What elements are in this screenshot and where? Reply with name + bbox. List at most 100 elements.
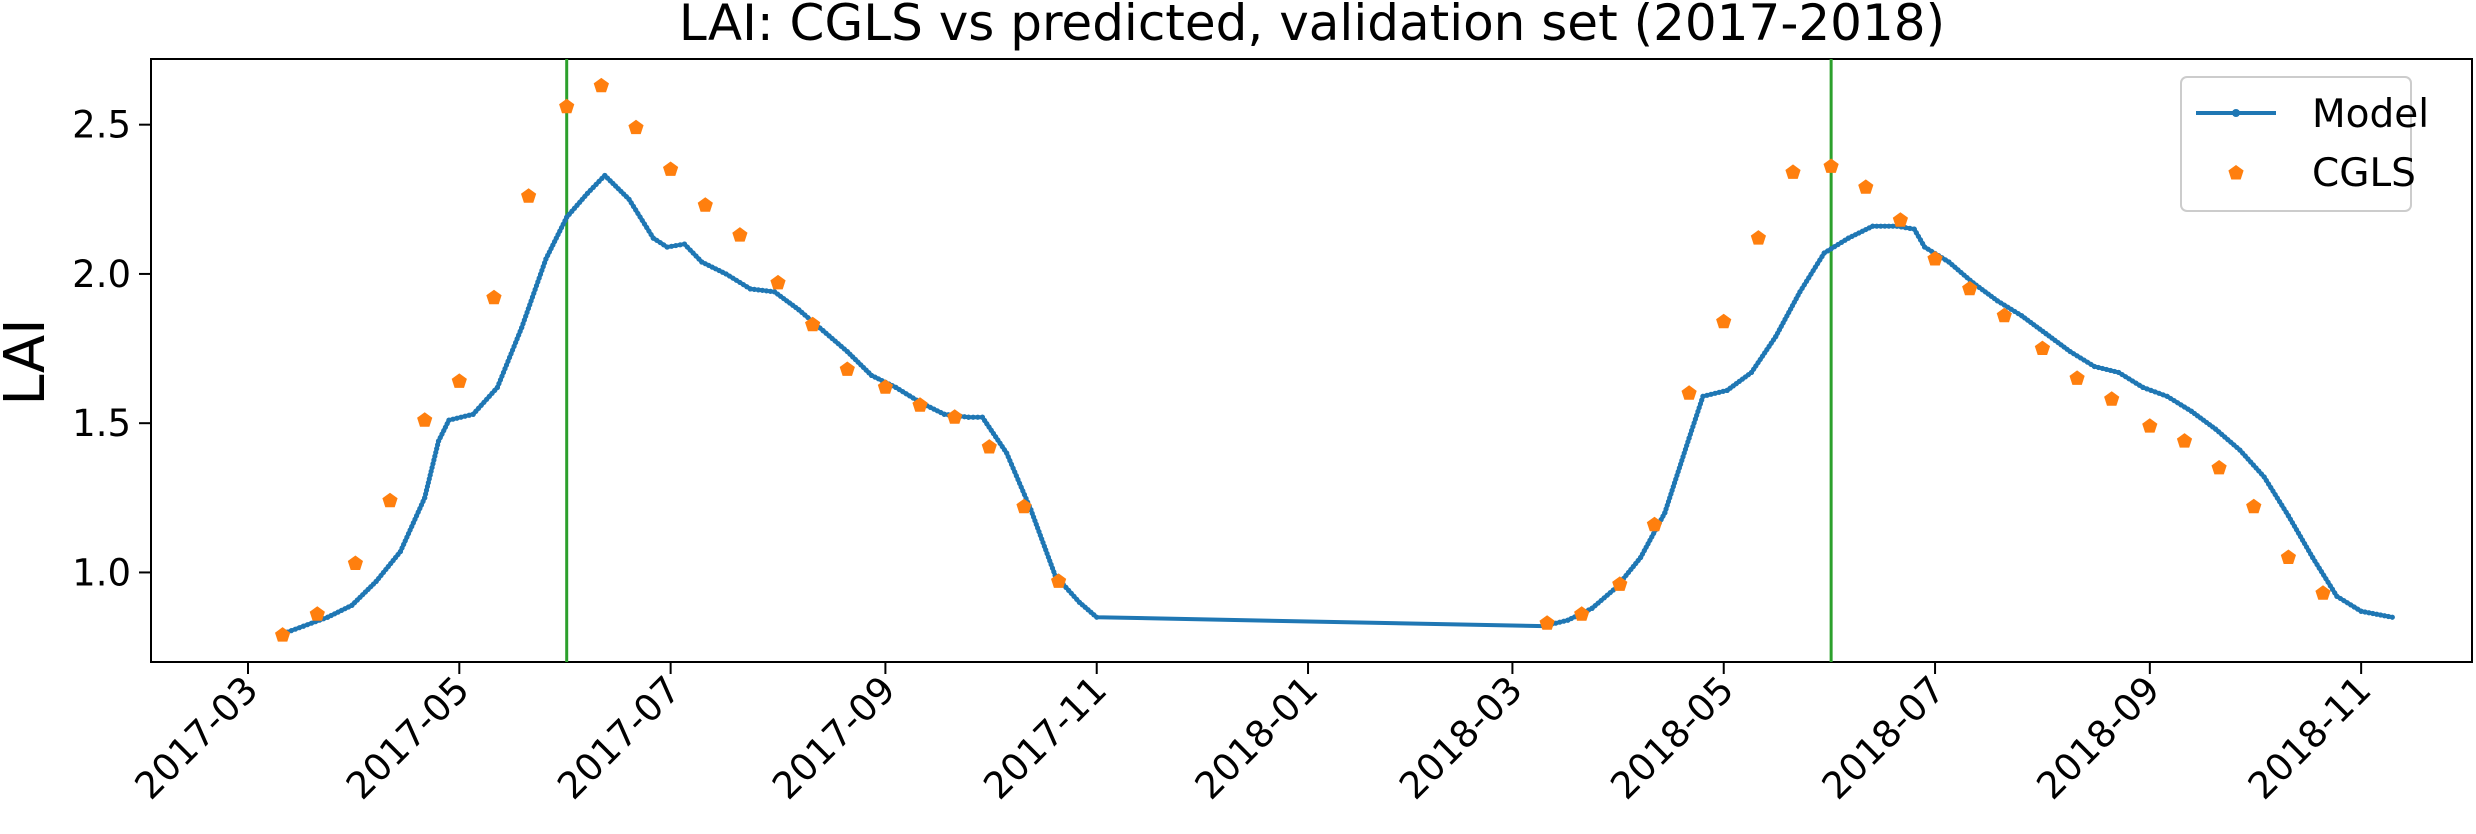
axes-frame: [150, 58, 2473, 663]
model-point: [2370, 610, 2376, 617]
model-point: [519, 325, 525, 331]
model-point: [2099, 365, 2106, 372]
model-point: [1662, 510, 1668, 516]
cgls-point: [559, 98, 575, 114]
cgls-point: [877, 379, 893, 394]
legend: Model CGLS: [2180, 76, 2429, 212]
cgls-point: [275, 627, 291, 642]
model-point: [2107, 367, 2114, 374]
x-tick-label: 2018-03: [1391, 668, 1531, 808]
model-point: [650, 235, 656, 241]
model-point: [1553, 620, 1559, 626]
model-point: [1882, 223, 1888, 229]
model-point: [1561, 618, 1567, 624]
model-point: [1878, 223, 1884, 229]
cgls-point: [912, 397, 928, 412]
model-point: [2334, 593, 2340, 599]
cgls-point: [1858, 179, 1874, 194]
cgls-point: [1750, 230, 1766, 245]
model-point: [2237, 447, 2243, 453]
model-point: [941, 411, 947, 417]
model-point: [893, 384, 899, 390]
model-point: [304, 622, 311, 628]
model-point: [2095, 364, 2102, 371]
model-point: [2385, 613, 2392, 620]
model-point: [2213, 426, 2219, 432]
cgls-point: [451, 373, 467, 388]
model-point: [1886, 223, 1892, 229]
model-point: [422, 495, 428, 501]
cgls-point: [2142, 418, 2158, 433]
chart-title: LAI: CGLS vs predicted, validation set (…: [679, 0, 1945, 52]
model-point: [2374, 611, 2380, 617]
legend-model-marker: [2232, 109, 2240, 117]
model-point: [2358, 608, 2364, 614]
cgls-point: [486, 289, 502, 305]
cgls-point: [1716, 313, 1732, 329]
x-tick-label: 2018-11: [2240, 668, 2380, 808]
model-point: [681, 241, 688, 247]
model-point: [397, 548, 404, 555]
cgls-point: [628, 119, 644, 135]
x-tick-label: 2018-05: [1602, 668, 1742, 808]
model-point: [564, 214, 570, 220]
model-point: [2362, 609, 2368, 615]
model-point: [1708, 391, 1714, 397]
y-tick-label: 2.5: [72, 104, 131, 147]
model-point: [296, 625, 302, 631]
model-point: [2148, 387, 2154, 393]
model-point: [1565, 617, 1571, 623]
model-point: [1686, 435, 1692, 441]
model-point: [1589, 605, 1595, 611]
cgls-point: [947, 409, 963, 424]
model-point: [373, 578, 379, 585]
model-point: [844, 348, 850, 355]
model-point: [458, 414, 464, 420]
model-point: [1700, 393, 1706, 399]
cgls-point: [347, 555, 363, 570]
model-point: [763, 288, 770, 294]
model-point: [1870, 223, 1876, 229]
model-point: [435, 438, 442, 444]
model-point: [673, 242, 679, 249]
model-point: [699, 259, 705, 265]
cgls-point: [309, 606, 325, 621]
y-tick-label: 1.5: [72, 402, 131, 445]
model-series-line: [278, 173, 2393, 638]
model-point: [2389, 614, 2395, 620]
x-tick-label: 2018-01: [1187, 668, 1327, 808]
model-point: [1821, 250, 1827, 256]
model-point: [820, 328, 826, 334]
model-point: [759, 287, 766, 293]
x-tick-label: 2017-05: [338, 668, 478, 808]
model-point: [1724, 387, 1730, 393]
cgls-point: [1785, 164, 1801, 179]
model-point: [2310, 554, 2316, 561]
cgls-point: [697, 197, 713, 212]
model-point: [349, 602, 355, 608]
cgls-point: [2034, 340, 2051, 355]
model-point: [1557, 619, 1563, 625]
y-tick-label: 2.0: [72, 253, 131, 296]
model-point: [602, 172, 608, 179]
model-point: [2144, 386, 2150, 392]
model-point: [767, 288, 774, 294]
model-point: [2285, 513, 2291, 519]
model-point: [1890, 223, 1896, 229]
cgls-point: [1962, 280, 1978, 296]
model-point: [1637, 554, 1644, 561]
model-point: [2116, 369, 2122, 376]
model-point: [2112, 368, 2118, 375]
model-point: [2366, 610, 2372, 616]
model-point: [1922, 244, 1928, 250]
model-point: [1004, 450, 1010, 456]
model-point: [1712, 390, 1718, 396]
y-axis-label: LAI: [0, 318, 58, 405]
cgls-point: [1016, 498, 1032, 514]
x-tick-label: 2017-11: [975, 668, 1115, 808]
model-point: [1748, 369, 1755, 376]
model-point: [2160, 392, 2166, 398]
cgls-point: [2176, 433, 2193, 448]
cgls-point: [1823, 158, 1839, 173]
cgls-point: [1892, 212, 1908, 227]
